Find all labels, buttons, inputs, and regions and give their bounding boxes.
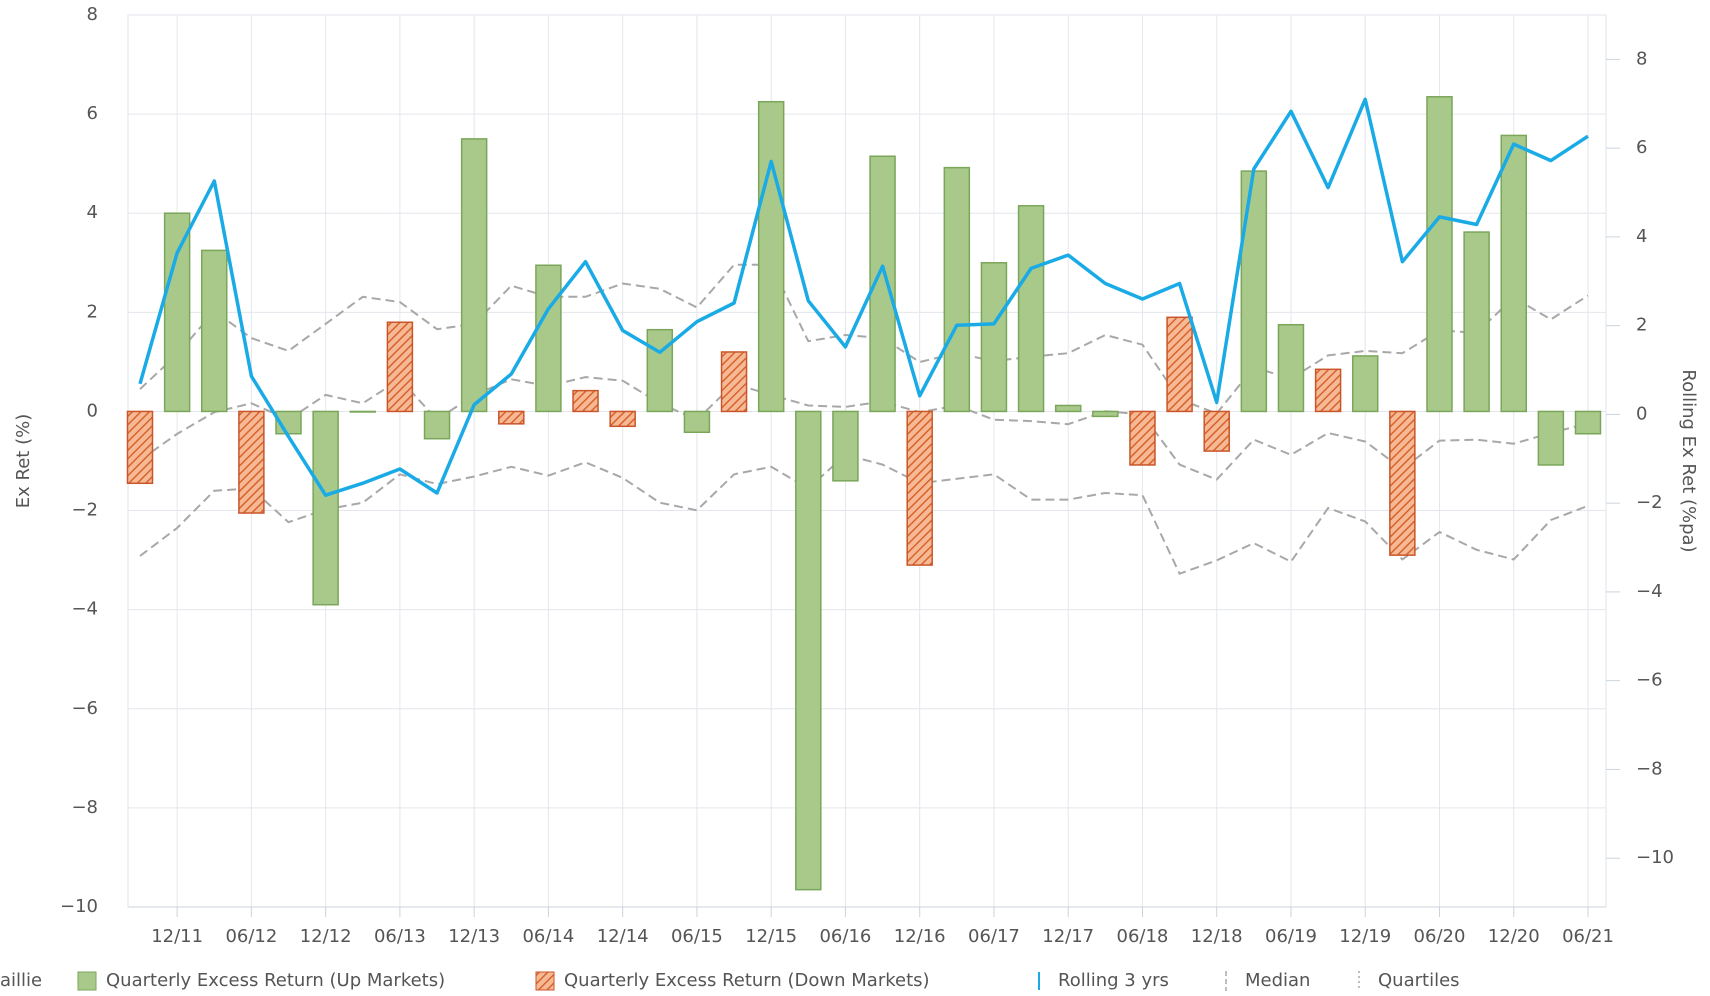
y2-tick-label: 4 bbox=[1636, 226, 1647, 247]
x-tick-label: 12/13 bbox=[448, 926, 500, 947]
bar bbox=[980, 262, 1008, 413]
bar bbox=[720, 351, 748, 413]
x-tick-label: 06/14 bbox=[522, 926, 574, 947]
legend-swatch bbox=[535, 971, 555, 991]
legend-item: aillie bbox=[0, 970, 42, 991]
x-tick-label: 12/14 bbox=[597, 926, 649, 947]
bar bbox=[126, 410, 154, 485]
bar bbox=[646, 328, 674, 413]
y2-tick-label: 2 bbox=[1636, 315, 1647, 336]
y2-tick-label: −6 bbox=[1636, 670, 1663, 691]
bar bbox=[1277, 323, 1305, 413]
bar bbox=[163, 212, 191, 413]
bar bbox=[1389, 410, 1416, 556]
legend-label: Median bbox=[1245, 970, 1310, 991]
bar bbox=[1426, 96, 1453, 413]
x-tick-label: 06/12 bbox=[225, 926, 277, 947]
rolling-line bbox=[138, 97, 1589, 497]
bar bbox=[1463, 231, 1490, 413]
bar bbox=[572, 389, 599, 413]
y-tick-label: 0 bbox=[87, 400, 98, 421]
median-line bbox=[139, 376, 1589, 481]
x-tick-label: 06/21 bbox=[1562, 926, 1614, 947]
x-tick-label: 12/18 bbox=[1191, 926, 1243, 947]
y2-tick-label: −2 bbox=[1636, 492, 1663, 513]
y-tick-label: −2 bbox=[71, 500, 98, 521]
bar bbox=[1314, 368, 1342, 413]
bar bbox=[201, 249, 228, 413]
legend-label: Quarterly Excess Return (Up Markets) bbox=[106, 970, 445, 991]
x-tick-label: 06/13 bbox=[374, 926, 426, 947]
y-tick-label: −10 bbox=[60, 896, 98, 917]
bar bbox=[1537, 410, 1565, 466]
y-tick-label: −6 bbox=[71, 698, 98, 719]
y2-tick-label: 6 bbox=[1636, 137, 1647, 158]
bar bbox=[1574, 410, 1602, 435]
bar bbox=[386, 321, 414, 413]
upper-quartile-line bbox=[139, 263, 1589, 415]
y2-tick-label: 8 bbox=[1636, 48, 1647, 69]
y-tick-label: 8 bbox=[87, 4, 98, 25]
x-tick-label: 12/11 bbox=[151, 926, 203, 947]
x-tick-label: 06/19 bbox=[1265, 926, 1317, 947]
bar bbox=[757, 100, 785, 413]
bar bbox=[238, 410, 265, 514]
bar bbox=[1092, 410, 1119, 418]
bar bbox=[349, 410, 377, 413]
x-tick-label: 12/17 bbox=[1042, 926, 1094, 947]
y2-tick-label: −4 bbox=[1636, 581, 1663, 602]
y2-tick-label: 0 bbox=[1636, 403, 1647, 424]
bar bbox=[535, 264, 562, 413]
bar bbox=[832, 410, 859, 482]
x-tick-label: 06/20 bbox=[1414, 926, 1466, 947]
bar bbox=[1500, 134, 1527, 413]
bar bbox=[1017, 205, 1045, 413]
bar bbox=[1166, 316, 1193, 413]
y-tick-label: 4 bbox=[87, 202, 98, 223]
x-tick-label: 06/15 bbox=[671, 926, 723, 947]
bar bbox=[498, 410, 525, 425]
x-tick-label: 06/16 bbox=[819, 926, 871, 947]
bar bbox=[943, 166, 971, 413]
y2-tick-label: −10 bbox=[1636, 847, 1674, 868]
bar bbox=[795, 410, 822, 891]
x-tick-label: 06/17 bbox=[968, 926, 1020, 947]
y-axis-label: Ex Ret (%) bbox=[13, 414, 34, 508]
bar bbox=[1054, 404, 1082, 413]
y-tick-label: −4 bbox=[71, 599, 98, 620]
legend-label: Rolling 3 yrs bbox=[1058, 970, 1169, 991]
bar bbox=[312, 410, 339, 606]
y-tick-label: 6 bbox=[87, 103, 98, 124]
bar bbox=[1203, 410, 1230, 452]
legend-label: Quartiles bbox=[1378, 970, 1460, 991]
x-tick-label: 12/19 bbox=[1339, 926, 1391, 947]
bar bbox=[609, 410, 636, 428]
bar bbox=[423, 410, 451, 440]
x-tick-label: 06/18 bbox=[1117, 926, 1169, 947]
legend-swatch bbox=[77, 971, 97, 991]
x-tick-label: 12/20 bbox=[1488, 926, 1540, 947]
lower-quartile-line bbox=[139, 453, 1589, 575]
bar bbox=[906, 410, 933, 566]
x-tick-label: 12/15 bbox=[745, 926, 797, 947]
y-tick-label: 2 bbox=[87, 301, 98, 322]
x-tick-label: 12/12 bbox=[300, 926, 352, 947]
y2-axis-label: Rolling Ex Ret (%pa) bbox=[1678, 369, 1699, 552]
legend-label: Quarterly Excess Return (Down Markets) bbox=[564, 970, 930, 991]
y2-tick-label: −8 bbox=[1636, 758, 1663, 779]
bar bbox=[1351, 355, 1379, 413]
x-tick-label: 12/16 bbox=[894, 926, 946, 947]
bar bbox=[460, 138, 488, 413]
y-tick-label: −8 bbox=[71, 797, 98, 818]
bar bbox=[683, 410, 711, 434]
bar bbox=[1240, 170, 1268, 413]
bar bbox=[1129, 410, 1156, 466]
